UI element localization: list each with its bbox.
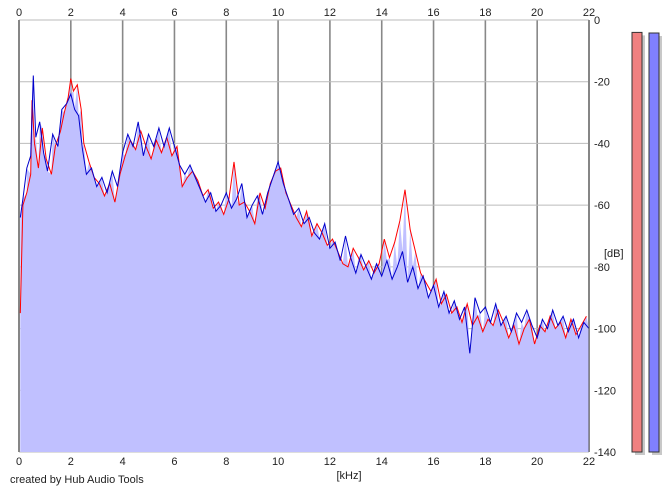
x-tick-label-bottom: 0 <box>16 456 22 468</box>
y-tick-label: -120 <box>594 385 616 397</box>
x-tick-label-bottom: 22 <box>583 456 595 468</box>
x-tick-label-top: 14 <box>376 7 388 19</box>
y-tick-label: -100 <box>594 324 616 336</box>
spectrum-fill <box>20 75 589 452</box>
x-tick-label-top: 4 <box>120 7 126 19</box>
x-tick-labels-top: 0 2 4 6 8 10 12 14 16 18 20 22 <box>16 7 595 19</box>
x-tick-label-bottom: 10 <box>272 456 284 468</box>
x-tick-label-top: 0 <box>16 7 22 19</box>
x-tick-label-bottom: 18 <box>479 456 491 468</box>
x-tick-label-bottom: 8 <box>223 456 229 468</box>
x-axis-label: [kHz] <box>336 470 361 482</box>
x-tick-label-bottom: 12 <box>324 456 336 468</box>
spectrum-series <box>19 75 590 354</box>
x-tick-labels-bottom: 0 2 4 6 8 10 12 14 16 18 20 22 <box>16 456 595 468</box>
y-tick-label: -20 <box>594 77 610 89</box>
spectrum-area <box>20 75 589 452</box>
level-meters <box>631 31 662 456</box>
x-tick-label-top: 8 <box>223 7 229 19</box>
x-tick-label-bottom: 14 <box>376 456 388 468</box>
x-tick-label-top: 22 <box>583 7 595 19</box>
y-tick-labels: 0 -20 -40 -60 -80 -100 -120 -140 <box>594 15 616 459</box>
y-axis-label: [dB] <box>604 248 624 260</box>
y-tick-label: -140 <box>594 447 616 459</box>
x-tick-label-bottom: 6 <box>171 456 177 468</box>
plot-frame <box>18 20 590 452</box>
x-tick-label-top: 10 <box>272 7 284 19</box>
x-tick-label-top: 18 <box>479 7 491 19</box>
series-line-2 <box>19 75 590 354</box>
y-tick-label: 0 <box>594 15 600 27</box>
x-tick-label-bottom: 16 <box>427 456 439 468</box>
x-tick-label-top: 2 <box>68 7 74 19</box>
y-tick-label: -60 <box>594 200 610 212</box>
level-meter-2 <box>648 32 660 453</box>
y-tick-label: -40 <box>594 138 610 150</box>
x-tick-label-top: 20 <box>531 7 543 19</box>
level-meter-1 <box>631 31 643 453</box>
x-tick-label-top: 16 <box>427 7 439 19</box>
x-tick-label-top: 12 <box>324 7 336 19</box>
credit-text: created by Hub Audio Tools <box>10 474 144 486</box>
x-tick-label-bottom: 4 <box>120 456 126 468</box>
y-tick-label: -80 <box>594 262 610 274</box>
x-tick-label-bottom: 20 <box>531 456 543 468</box>
x-tick-label-top: 6 <box>171 7 177 19</box>
x-tick-label-bottom: 2 <box>68 456 74 468</box>
